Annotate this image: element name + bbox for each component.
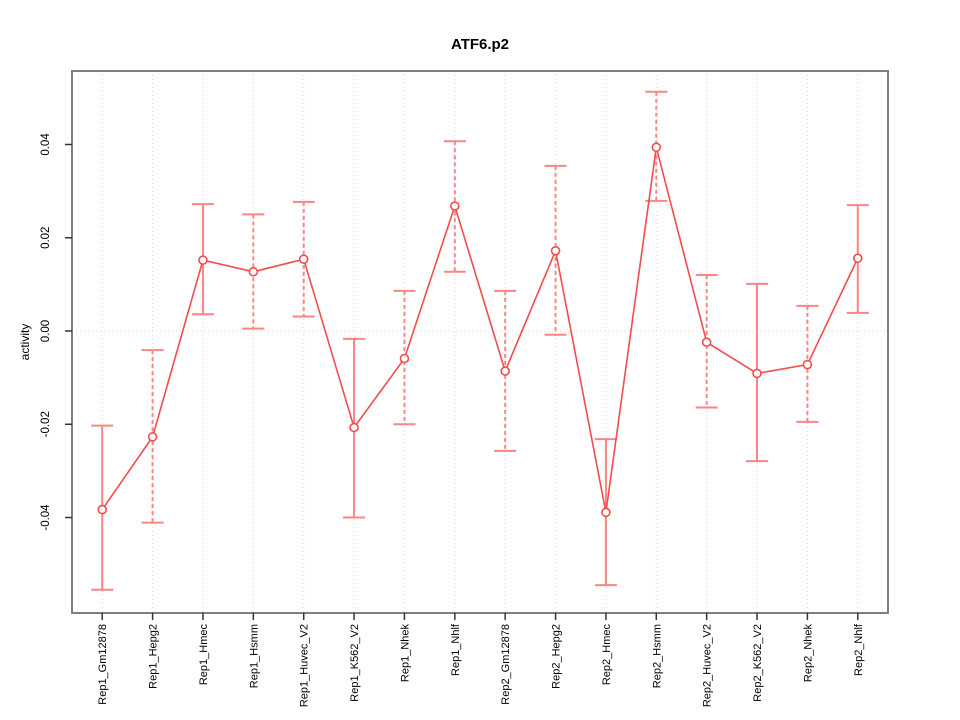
data-point [601,507,611,518]
x-tick-label: Rep1_K562_V2 [349,624,361,702]
y-axis-label: activity [18,323,32,361]
x-tick-label: Rep1_Huvec_V2 [299,624,311,707]
x-tick-label: Rep1_Nhlf [450,623,462,676]
data-point [97,504,108,515]
x-tick-label: Rep1_Gm12878 [97,624,109,705]
data-point [651,142,662,153]
data-point [752,368,762,379]
x-tick-label: Rep2_Nhek [802,624,814,683]
data-point [147,432,158,442]
x-tick-label: Rep1_Nhek [399,624,411,683]
data-point [349,422,359,433]
plot-box [71,70,889,614]
data-point [248,266,259,277]
data-point [198,255,208,265]
x-tick-label: Rep1_Hepg2 [148,624,160,689]
x-tick-label: Rep2_Nhlf [853,623,865,676]
data-point [450,201,460,211]
y-tick-label: 0.00 [40,320,52,342]
y-tick-label: 0.02 [40,227,52,249]
series-line [101,147,859,513]
data-point [852,253,863,264]
data-point [802,359,813,370]
data-point [550,245,561,256]
x-tick-label: Rep2_Hmec [601,624,613,686]
data-point [298,254,309,264]
x-tick-label: Rep2_Huvec_V2 [702,624,714,707]
y-tick-label: -0.02 [40,411,52,437]
y-tick-label: 0.04 [40,133,52,156]
data-point [399,353,410,364]
x-tick-label: Rep1_Hsmm [248,624,260,688]
y-tick-label: -0.04 [40,504,52,531]
x-tick-label: Rep2_Hsmm [651,624,663,688]
x-tick-label: Rep2_Gm12878 [500,624,512,705]
x-tick-label: Rep1_Hmec [198,624,210,686]
x-tick-label: Rep2_Hepg2 [551,624,563,689]
x-tick-label: Rep2_K562_V2 [752,624,764,702]
data-point [701,337,712,347]
data-point [500,366,510,376]
chart-title: ATF6.p2 [450,36,510,53]
